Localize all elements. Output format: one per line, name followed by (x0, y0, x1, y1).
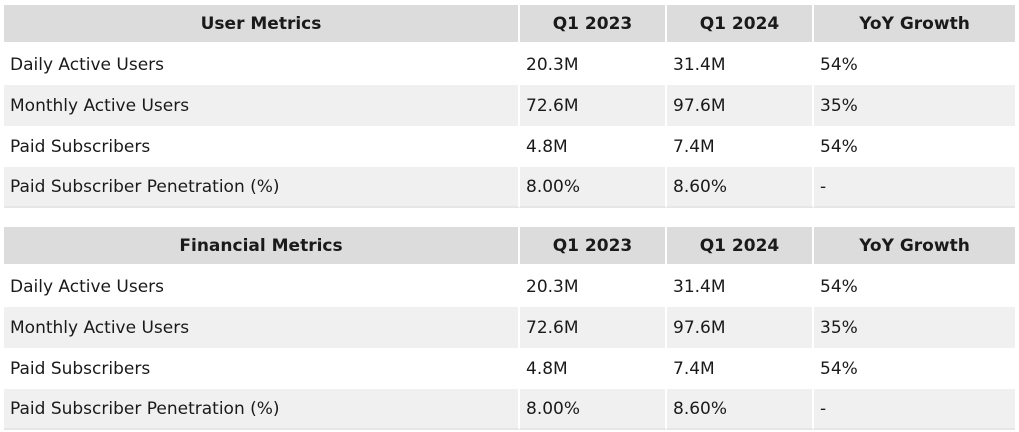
cell-metric: Paid Subscribers (4, 348, 520, 389)
table-body: Daily Active Users 20.3M 31.4M 54% Month… (4, 266, 1015, 430)
cell-q1-2023: 20.3M (520, 266, 667, 307)
header-yoy-growth: YoY Growth (814, 5, 1015, 44)
cell-q1-2024: 8.60% (667, 389, 814, 430)
cell-metric: Paid Subscriber Penetration (%) (4, 389, 520, 430)
cell-q1-2024: 7.4M (667, 348, 814, 389)
cell-yoy-growth: 54% (814, 266, 1015, 307)
cell-q1-2023: 72.6M (520, 307, 667, 348)
cell-q1-2024: 31.4M (667, 44, 814, 85)
table-row: Paid Subscribers 4.8M 7.4M 54% (4, 126, 1015, 167)
table-row: Paid Subscribers 4.8M 7.4M 54% (4, 348, 1015, 389)
header-yoy-growth: YoY Growth (814, 227, 1015, 266)
cell-yoy-growth: 54% (814, 44, 1015, 85)
header-metric: User Metrics (4, 5, 520, 44)
cell-q1-2023: 20.3M (520, 44, 667, 85)
cell-q1-2024: 97.6M (667, 307, 814, 348)
cell-q1-2023: 4.8M (520, 126, 667, 167)
cell-metric: Daily Active Users (4, 44, 520, 85)
header-q1-2024: Q1 2024 (667, 227, 814, 266)
cell-metric: Monthly Active Users (4, 85, 520, 126)
cell-yoy-growth: 54% (814, 348, 1015, 389)
table-row: Monthly Active Users 72.6M 97.6M 35% (4, 307, 1015, 348)
cell-q1-2023: 4.8M (520, 348, 667, 389)
cell-yoy-growth: 35% (814, 85, 1015, 126)
table-body: Daily Active Users 20.3M 31.4M 54% Month… (4, 44, 1015, 208)
table-row: Daily Active Users 20.3M 31.4M 54% (4, 266, 1015, 307)
table-row: Monthly Active Users 72.6M 97.6M 35% (4, 85, 1015, 126)
header-metric: Financial Metrics (4, 227, 520, 266)
financial-metrics-table: Financial Metrics Q1 2023 Q1 2024 YoY Gr… (4, 227, 1015, 430)
header-q1-2023: Q1 2023 (520, 227, 667, 266)
cell-yoy-growth: 35% (814, 307, 1015, 348)
cell-yoy-growth: - (814, 167, 1015, 208)
cell-q1-2024: 97.6M (667, 85, 814, 126)
cell-yoy-growth: - (814, 389, 1015, 430)
header-row: User Metrics Q1 2023 Q1 2024 YoY Growth (4, 5, 1015, 44)
table-row: Paid Subscriber Penetration (%) 8.00% 8.… (4, 389, 1015, 430)
table-row: Paid Subscriber Penetration (%) 8.00% 8.… (4, 167, 1015, 208)
user-metrics-table: User Metrics Q1 2023 Q1 2024 YoY Growth … (4, 5, 1015, 208)
cell-q1-2024: 8.60% (667, 167, 814, 208)
cell-metric: Monthly Active Users (4, 307, 520, 348)
cell-q1-2024: 31.4M (667, 266, 814, 307)
cell-q1-2023: 8.00% (520, 389, 667, 430)
cell-q1-2023: 72.6M (520, 85, 667, 126)
table-row: Daily Active Users 20.3M 31.4M 54% (4, 44, 1015, 85)
cell-yoy-growth: 54% (814, 126, 1015, 167)
cell-q1-2023: 8.00% (520, 167, 667, 208)
header-row: Financial Metrics Q1 2023 Q1 2024 YoY Gr… (4, 227, 1015, 266)
table-header: Financial Metrics Q1 2023 Q1 2024 YoY Gr… (4, 227, 1015, 266)
table-header: User Metrics Q1 2023 Q1 2024 YoY Growth (4, 5, 1015, 44)
header-q1-2023: Q1 2023 (520, 5, 667, 44)
cell-metric: Daily Active Users (4, 266, 520, 307)
header-q1-2024: Q1 2024 (667, 5, 814, 44)
cell-metric: Paid Subscriber Penetration (%) (4, 167, 520, 208)
cell-q1-2024: 7.4M (667, 126, 814, 167)
cell-metric: Paid Subscribers (4, 126, 520, 167)
